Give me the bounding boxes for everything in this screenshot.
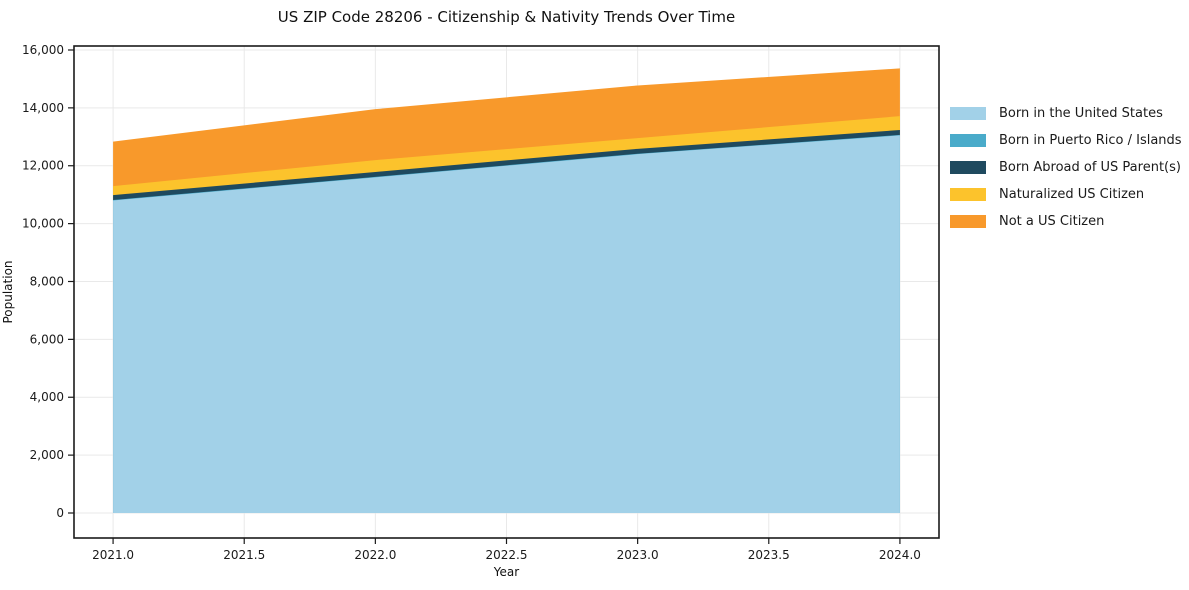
- x-tick-label: 2023.5: [748, 548, 790, 562]
- legend-label: Not a US Citizen: [999, 214, 1105, 229]
- legend-item: Naturalized US Citizen: [950, 181, 1182, 208]
- axes-frame: [73, 45, 940, 539]
- legend-swatch: [950, 134, 986, 147]
- legend: Born in the United States Born in Puerto …: [950, 100, 1182, 235]
- y-tick-label: 4,000: [30, 390, 64, 404]
- x-axis-label: Year: [493, 565, 520, 579]
- x-tick-label: 2023.0: [617, 548, 659, 562]
- y-tick-label: 10,000: [22, 217, 64, 231]
- legend-item: Born in the United States: [950, 100, 1182, 127]
- legend-swatch: [950, 107, 986, 120]
- legend-swatch: [950, 215, 986, 228]
- y-tick-label: 8,000: [30, 274, 64, 288]
- y-tick-label: 14,000: [22, 101, 64, 115]
- chart-title: US ZIP Code 28206 - Citizenship & Nativi…: [277, 8, 736, 26]
- y-tick-label: 16,000: [22, 43, 64, 57]
- y-tick-label: 2,000: [30, 448, 64, 462]
- legend-label: Born in the United States: [999, 106, 1163, 121]
- legend-item: Born in Puerto Rico / Islands: [950, 127, 1182, 154]
- x-tick-label: 2021.0: [92, 548, 134, 562]
- x-tick-label: 2022.0: [354, 548, 396, 562]
- legend-item: Not a US Citizen: [950, 208, 1182, 235]
- legend-label: Born in Puerto Rico / Islands: [999, 133, 1182, 148]
- legend-swatch: [950, 161, 986, 174]
- area-series-born-in-the-united-states: [113, 135, 900, 513]
- y-tick-label: 12,000: [22, 159, 64, 173]
- legend-item: Born Abroad of US Parent(s): [950, 154, 1182, 181]
- legend-label: Naturalized US Citizen: [999, 187, 1145, 202]
- x-tick-label: 2024.0: [879, 548, 921, 562]
- y-axis-label: Population: [1, 260, 15, 324]
- y-tick-label: 0: [56, 506, 64, 520]
- legend-swatch: [950, 188, 986, 201]
- legend-label: Born Abroad of US Parent(s): [999, 160, 1181, 175]
- x-tick-label: 2022.5: [486, 548, 528, 562]
- x-tick-label: 2021.5: [223, 548, 265, 562]
- y-tick-label: 6,000: [30, 332, 64, 346]
